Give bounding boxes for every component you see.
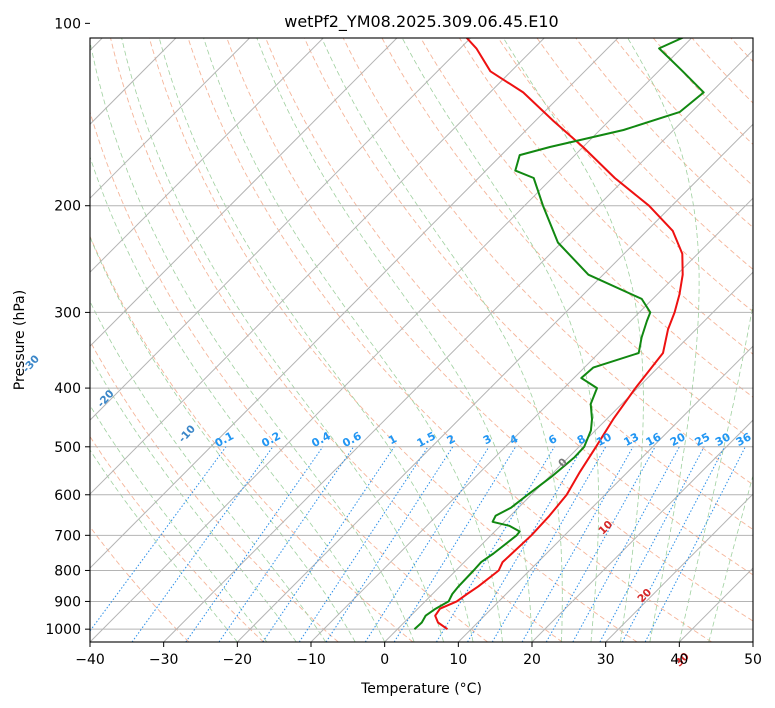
dry-adiabat (342, 38, 753, 486)
chart-title: wetPf2_YM08.2025.309.06.45.E10 (284, 12, 558, 32)
mixing-ratio-line (325, 446, 454, 642)
moist-adiabat (90, 355, 297, 642)
isotherm (90, 38, 251, 199)
isotherm (90, 38, 398, 347)
moist-adiabat (90, 404, 268, 642)
dewpoint-line (413, 38, 705, 630)
x-tick-label: 10 (449, 652, 467, 668)
x-tick-label: 30 (597, 652, 615, 668)
x-tick-label: 20 (523, 652, 541, 668)
mixing-ratio-label: 13 (622, 430, 642, 449)
profiles (413, 38, 705, 631)
y-tick-label: 700 (54, 528, 81, 544)
x-tick-label: 0 (380, 652, 389, 668)
dry-adiabat (265, 38, 753, 576)
x-tick-label: 50 (744, 652, 762, 668)
mixing-ratio-line (435, 446, 555, 642)
dry-adiabat (497, 38, 753, 313)
mixing-ratio-line (131, 446, 274, 642)
x-tick-label: −10 (296, 652, 326, 668)
y-tick-label: 1000 (45, 622, 81, 638)
mixing-ratio-line (262, 446, 395, 642)
dry-adiabat (187, 38, 712, 642)
isotherm (384, 271, 753, 642)
moist-adiabat (121, 38, 444, 642)
isotherm (90, 38, 324, 273)
y-tick-label: 800 (54, 563, 81, 579)
moist-adiabat (203, 38, 503, 642)
y-tick-label: 600 (54, 488, 81, 504)
y-tick-label: 500 (54, 440, 81, 456)
y-tick-label: 400 (54, 381, 81, 397)
x-tick-label: 40 (670, 652, 688, 668)
isotherm (90, 38, 545, 495)
isotherm (90, 38, 619, 569)
moist-adiabat (256, 38, 533, 642)
isotherm (310, 197, 753, 642)
moist-adiabat (321, 38, 563, 642)
isotherm (605, 493, 753, 642)
y-tick-label: 200 (54, 199, 81, 215)
moist-adiabat (90, 449, 238, 642)
dry-adiabat (90, 235, 414, 642)
mixing-ratio-label: 10 (594, 430, 614, 449)
background-lines (90, 38, 753, 642)
isotherm (90, 38, 472, 421)
mixing-ratio-line (491, 446, 607, 642)
mixing-ratio-line (185, 446, 324, 642)
x-axis-label: Temperature (°C) (360, 681, 482, 697)
mixing-ratio-label: 20 (668, 430, 688, 449)
mixing-ratio-line (298, 446, 429, 642)
mixing-ratio-line (467, 446, 584, 642)
dry-adiabat (536, 38, 753, 270)
mixing-ratio-label: 30 (713, 430, 733, 449)
y-tick-label: 900 (54, 594, 81, 610)
y-tick-label: 300 (54, 305, 81, 321)
moist-adiabat (678, 301, 753, 642)
x-tick-label: −40 (75, 652, 105, 668)
mixing-ratio-line (521, 446, 634, 642)
x-tick-label: −30 (149, 652, 179, 668)
isotherm (752, 641, 753, 642)
mixing-ratio-line (644, 446, 746, 642)
isotherm (90, 38, 693, 642)
mixing-ratio-line (364, 446, 490, 642)
mixing-ratio-label: 16 (644, 430, 664, 449)
dry-adiabat (226, 38, 753, 622)
dry-adiabat (110, 38, 563, 642)
moist-adiabat (502, 38, 644, 642)
dry-adiabat (148, 38, 638, 642)
mixing-ratio-label: 25 (693, 430, 713, 449)
moist-adiabat (90, 155, 386, 642)
dry-adiabat (90, 110, 488, 642)
plot-frame (89, 37, 754, 643)
dry-adiabat (420, 38, 753, 398)
mixing-ratio-line (545, 446, 656, 642)
isotherm (531, 419, 753, 642)
dry-adiabat (381, 38, 753, 442)
moist-adiabat (401, 38, 599, 642)
mixing-ratio-label: 36 (734, 430, 754, 449)
moist-adiabat (90, 300, 327, 642)
y-axis-label: Pressure (hPa) (12, 290, 28, 390)
dry-adiabat (90, 526, 190, 642)
moist-adiabat (90, 236, 356, 642)
axes: −40 −30 −20 −10 0 10 20 30 40 50 100 200 300 400 500 60… (45, 16, 762, 668)
temperature-line (434, 38, 684, 631)
isotherm (163, 49, 753, 642)
moist-adiabat (708, 474, 753, 642)
plot-background (90, 38, 753, 642)
isotherm (457, 345, 753, 642)
mixing-ratio-line (218, 446, 355, 642)
y-tick-label: 100 (54, 16, 81, 32)
isotherm (236, 123, 753, 642)
x-tick-label: −20 (223, 652, 253, 668)
moist-adiabat (627, 38, 700, 642)
